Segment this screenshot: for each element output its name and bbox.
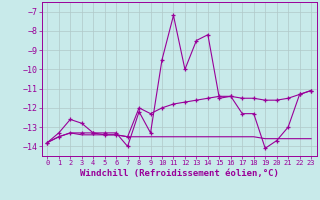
X-axis label: Windchill (Refroidissement éolien,°C): Windchill (Refroidissement éolien,°C) <box>80 169 279 178</box>
